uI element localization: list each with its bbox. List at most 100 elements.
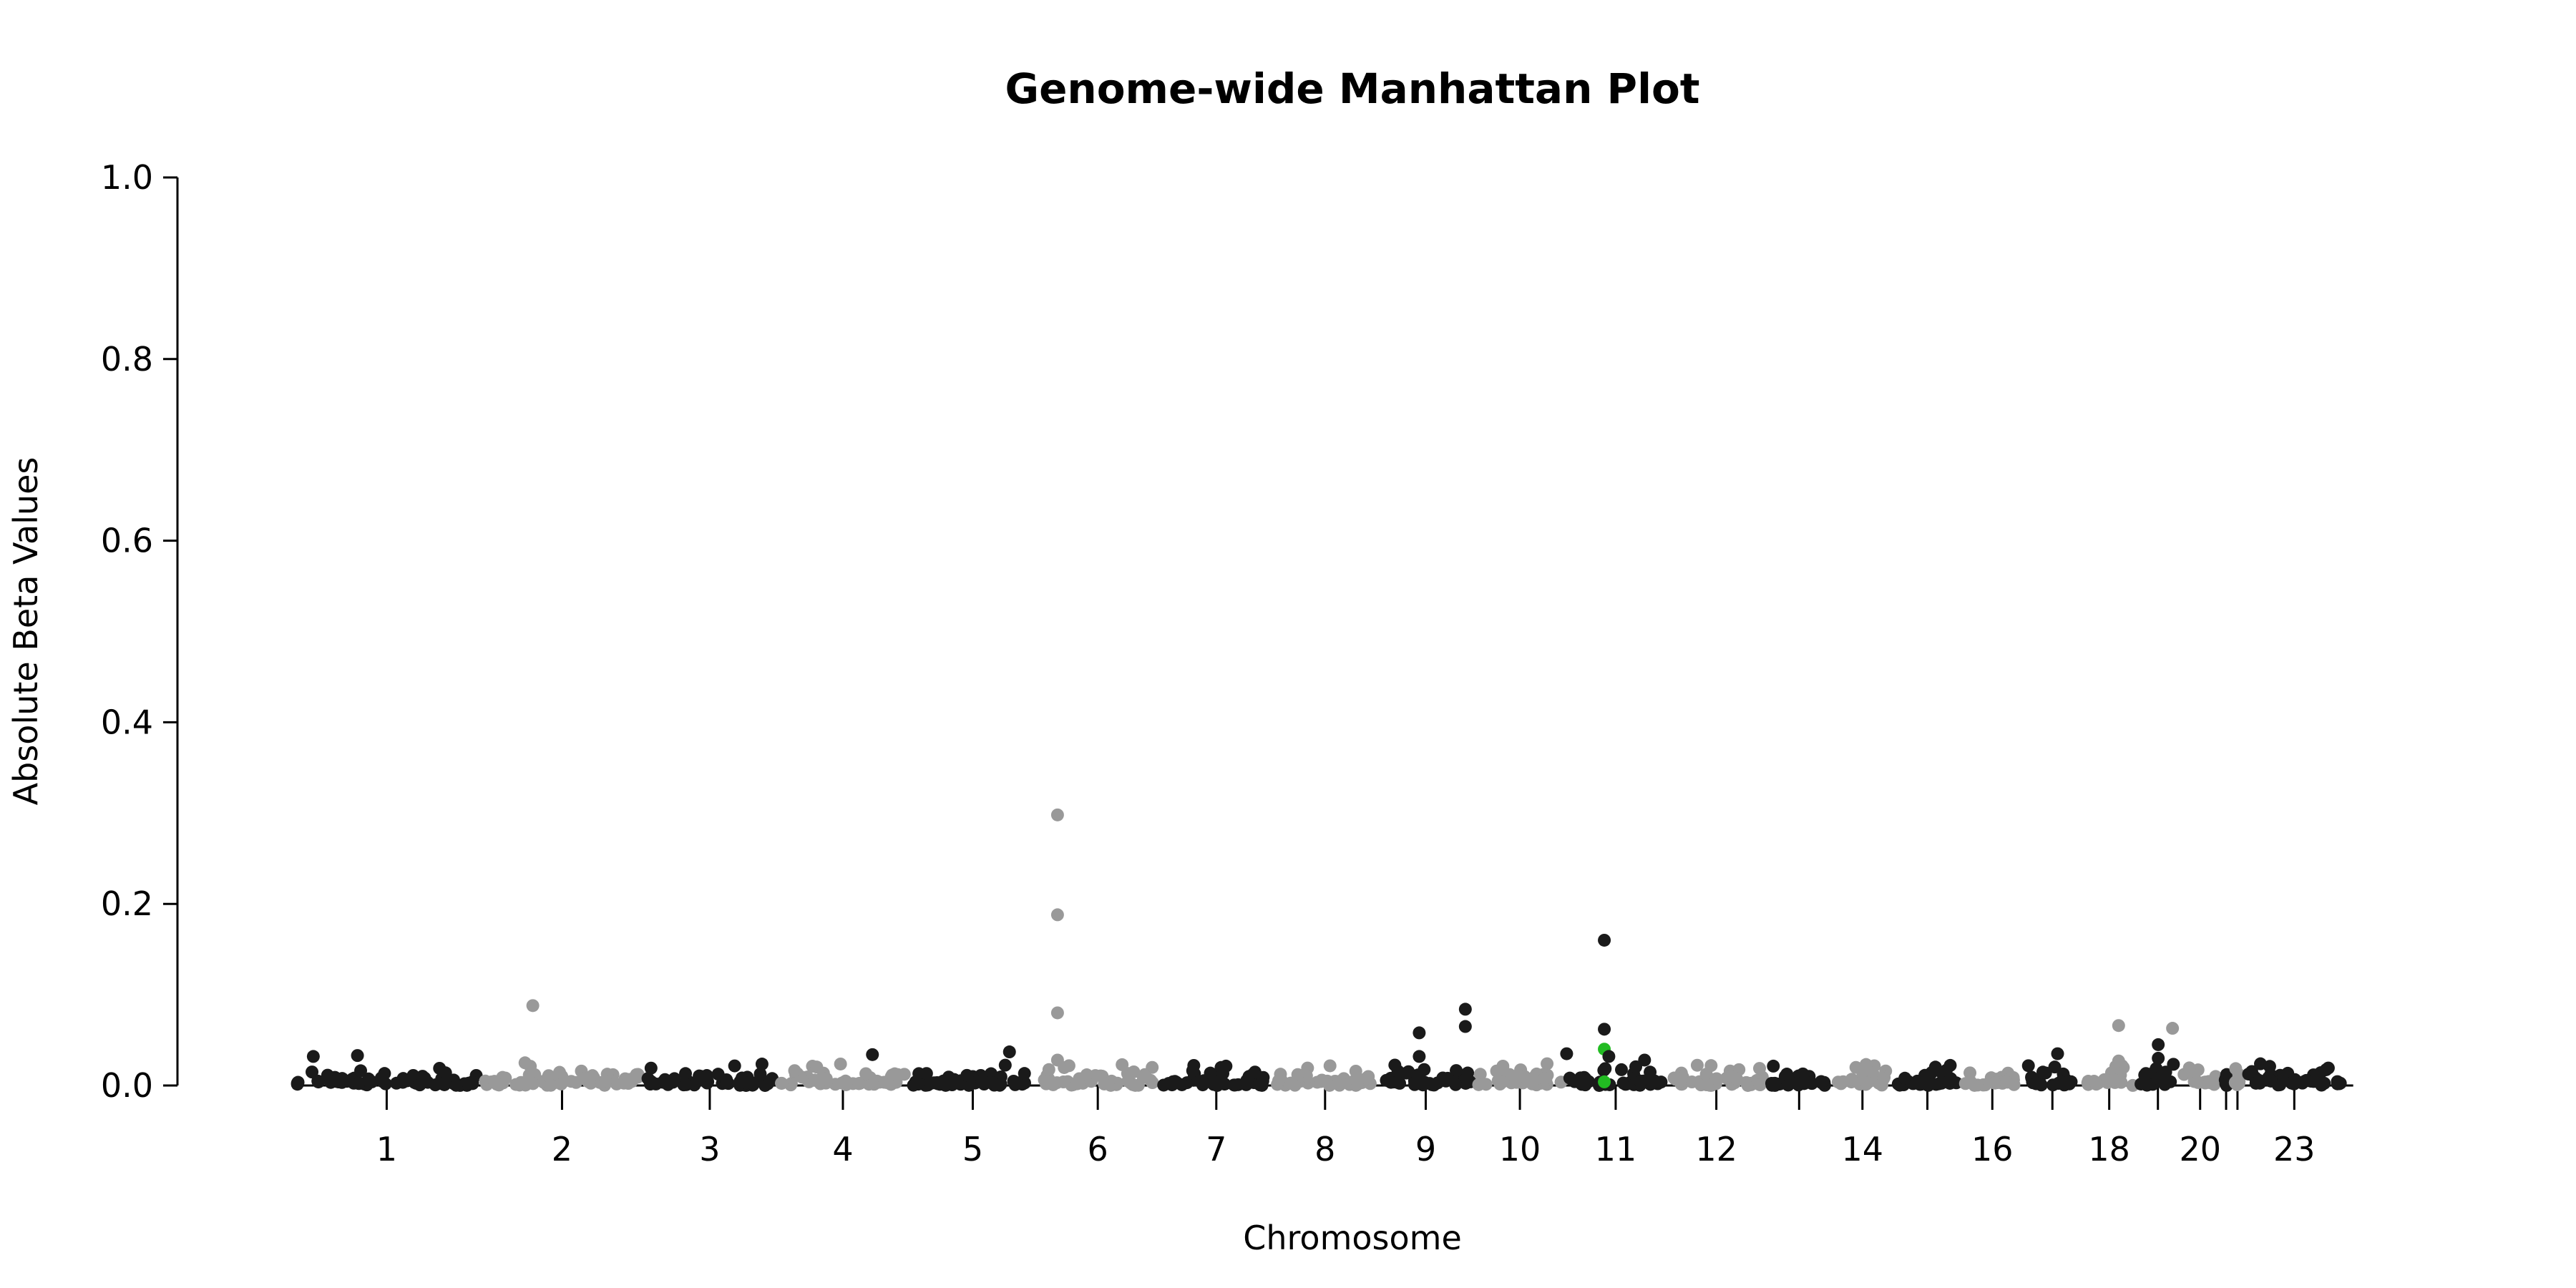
data-point-notable xyxy=(2152,1051,2165,1065)
x-tick-label: 7 xyxy=(1206,1130,1226,1169)
data-point xyxy=(728,1059,741,1073)
data-point xyxy=(1767,1059,1780,1073)
data-point xyxy=(680,1078,693,1091)
data-point-notable xyxy=(1050,1053,1064,1067)
data-point xyxy=(1436,1071,1450,1085)
data-point xyxy=(2307,1075,2321,1088)
x-tick-label: 20 xyxy=(2179,1130,2221,1169)
data-point xyxy=(2151,1072,2165,1085)
x-tick-label: 16 xyxy=(1971,1130,2014,1169)
data-point-notable xyxy=(1598,1075,1611,1088)
data-point xyxy=(1753,1078,1767,1092)
data-point xyxy=(888,1067,902,1080)
data-point xyxy=(1815,1075,1828,1089)
data-point xyxy=(1599,1062,1612,1075)
data-point xyxy=(1228,1078,1241,1092)
data-point xyxy=(1929,1078,1943,1091)
data-point xyxy=(1323,1078,1337,1092)
data-point xyxy=(1526,1077,1539,1091)
data-point xyxy=(1349,1064,1362,1078)
data-point xyxy=(2107,1073,2121,1087)
data-point xyxy=(693,1069,706,1083)
data-point xyxy=(2232,1077,2245,1091)
data-point xyxy=(379,1077,392,1091)
data-point xyxy=(1729,1072,1743,1085)
data-point xyxy=(544,1078,557,1092)
data-point xyxy=(733,1075,747,1088)
data-point xyxy=(1272,1074,1285,1088)
data-point xyxy=(755,1058,769,1071)
data-point xyxy=(1291,1068,1304,1081)
data-point xyxy=(512,1078,525,1091)
data-point xyxy=(306,1065,319,1079)
data-point xyxy=(2137,1077,2150,1091)
data-point xyxy=(1877,1072,1890,1085)
data-point xyxy=(1944,1072,1958,1085)
data-point xyxy=(623,1073,636,1086)
data-point xyxy=(363,1075,376,1088)
data-point xyxy=(2182,1061,2196,1075)
data-point xyxy=(2333,1076,2347,1090)
data-point xyxy=(788,1064,801,1078)
data-point xyxy=(1699,1068,1713,1081)
x-tick-label: 4 xyxy=(832,1130,853,1169)
data-point-notable xyxy=(1050,1006,1064,1020)
data-point xyxy=(2036,1065,2049,1079)
data-point xyxy=(1080,1068,1093,1082)
x-tick-label: 18 xyxy=(2088,1130,2130,1169)
data-point xyxy=(1495,1075,1508,1089)
data-point xyxy=(2319,1063,2333,1076)
data-point xyxy=(1709,1072,1723,1085)
data-point xyxy=(1332,1078,1346,1092)
data-point xyxy=(839,1078,853,1091)
data-point xyxy=(542,1069,555,1083)
data-point xyxy=(1797,1077,1811,1091)
data-point xyxy=(1208,1074,1221,1088)
data-point xyxy=(1323,1059,1337,1073)
data-point xyxy=(720,1073,733,1086)
data-point xyxy=(1288,1078,1302,1092)
data-point xyxy=(1503,1068,1516,1081)
y-tick-label: 0.2 xyxy=(101,884,153,923)
data-point xyxy=(998,1058,1012,1072)
data-point xyxy=(570,1075,583,1089)
data-point xyxy=(2167,1058,2180,1071)
y-tick-label: 0.0 xyxy=(101,1066,153,1105)
data-point xyxy=(1614,1063,1628,1076)
data-point xyxy=(1834,1077,1848,1091)
data-point xyxy=(2029,1077,2043,1091)
data-point xyxy=(2089,1078,2103,1091)
data-point-notable xyxy=(2112,1019,2125,1033)
data-point-notable xyxy=(1050,808,1064,821)
x-tick-label: 10 xyxy=(1499,1130,1541,1169)
data-point xyxy=(945,1078,959,1092)
data-point xyxy=(1928,1060,1942,1074)
x-tick-label: 8 xyxy=(1314,1130,1335,1169)
data-point-notable xyxy=(526,999,540,1013)
data-point xyxy=(859,1067,873,1080)
data-point xyxy=(586,1069,600,1083)
y-tick-label: 0.4 xyxy=(101,703,153,741)
x-tick-label: 12 xyxy=(1695,1130,1737,1169)
x-tick-label: 9 xyxy=(1415,1130,1436,1169)
data-point-notable xyxy=(1598,933,1611,947)
data-point xyxy=(2007,1078,2021,1091)
data-point xyxy=(1186,1064,1199,1078)
x-tick-label: 5 xyxy=(962,1130,983,1169)
data-point xyxy=(336,1072,349,1085)
data-point-notable xyxy=(1413,1050,1426,1063)
data-point xyxy=(1898,1071,1912,1085)
data-point xyxy=(661,1078,675,1091)
data-point xyxy=(1216,1067,1230,1080)
data-point xyxy=(1350,1075,1364,1089)
data-point xyxy=(526,1077,540,1091)
data-point-notable xyxy=(1413,1026,1426,1040)
data-point xyxy=(819,1072,833,1085)
data-point xyxy=(643,1078,657,1091)
y-tick-label: 0.8 xyxy=(101,340,153,379)
y-axis-label: Absolute Beta Values xyxy=(6,457,45,806)
data-point-notable xyxy=(2112,1054,2125,1068)
data-point xyxy=(1629,1060,1643,1073)
data-point xyxy=(1008,1078,1022,1091)
data-point xyxy=(488,1075,502,1088)
